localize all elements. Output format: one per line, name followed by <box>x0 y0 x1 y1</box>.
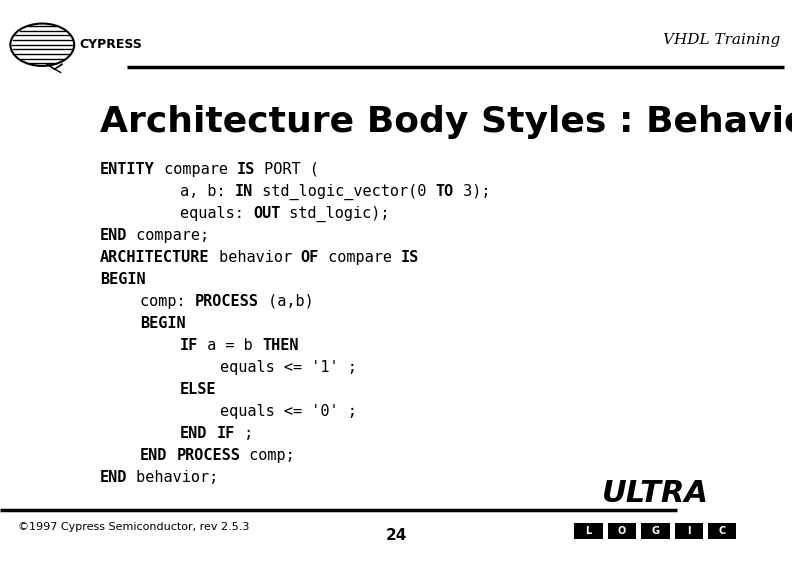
Text: equals <= '1' ;: equals <= '1' ; <box>220 360 357 375</box>
Text: IS: IS <box>401 250 420 265</box>
Text: IF: IF <box>216 426 234 441</box>
Text: G: G <box>651 526 660 536</box>
Text: O: O <box>618 526 626 536</box>
Text: behavior: behavior <box>210 250 301 265</box>
Bar <box>642 523 669 539</box>
Text: behavior;: behavior; <box>128 470 219 485</box>
Text: a, b:: a, b: <box>180 184 234 199</box>
Text: 3);: 3); <box>454 184 490 199</box>
Text: PROCESS: PROCESS <box>177 448 241 463</box>
Text: BEGIN: BEGIN <box>100 272 146 287</box>
Text: OF: OF <box>301 250 319 265</box>
Text: VHDL Training: VHDL Training <box>663 33 780 47</box>
Text: equals:: equals: <box>180 206 253 221</box>
Text: compare: compare <box>154 162 237 177</box>
Text: ELSE: ELSE <box>180 382 216 397</box>
Text: TO: TO <box>436 184 454 199</box>
Text: ©1997 Cypress Semiconductor, rev 2.5.3: ©1997 Cypress Semiconductor, rev 2.5.3 <box>18 522 249 532</box>
Text: C: C <box>718 526 726 536</box>
Text: ARCHITECTURE: ARCHITECTURE <box>100 250 210 265</box>
Bar <box>708 523 737 539</box>
Text: CYPRESS: CYPRESS <box>79 38 142 51</box>
Text: ULTRA: ULTRA <box>602 479 709 508</box>
Text: std_logic);: std_logic); <box>280 206 390 222</box>
Text: END: END <box>100 228 128 243</box>
Text: comp;: comp; <box>241 448 295 463</box>
Text: equals <= '0' ;: equals <= '0' ; <box>220 404 357 419</box>
Text: std_logic_vector(0: std_logic_vector(0 <box>253 184 436 200</box>
Text: comp:: comp: <box>140 294 195 309</box>
Text: END: END <box>180 426 208 441</box>
Text: END: END <box>100 470 128 485</box>
Text: OUT: OUT <box>253 206 280 221</box>
Text: PORT (: PORT ( <box>255 162 319 177</box>
Text: Architecture Body Styles : Behavioral: Architecture Body Styles : Behavioral <box>100 105 792 139</box>
Text: IF: IF <box>180 338 198 353</box>
Text: BEGIN: BEGIN <box>140 316 185 331</box>
Text: I: I <box>687 526 691 536</box>
Text: ;: ; <box>234 426 253 441</box>
Text: compare: compare <box>319 250 401 265</box>
Text: IN: IN <box>234 184 253 199</box>
Text: IS: IS <box>237 162 255 177</box>
Text: compare;: compare; <box>128 228 210 243</box>
Text: (a,b): (a,b) <box>259 294 314 309</box>
Text: L: L <box>585 526 592 536</box>
Text: END: END <box>140 448 167 463</box>
Text: 24: 24 <box>386 528 406 542</box>
Bar <box>607 523 636 539</box>
Text: THEN: THEN <box>262 338 299 353</box>
Text: a = b: a = b <box>198 338 262 353</box>
Text: PROCESS: PROCESS <box>195 294 259 309</box>
Bar <box>675 523 703 539</box>
Bar <box>574 523 603 539</box>
Text: ENTITY: ENTITY <box>100 162 154 177</box>
